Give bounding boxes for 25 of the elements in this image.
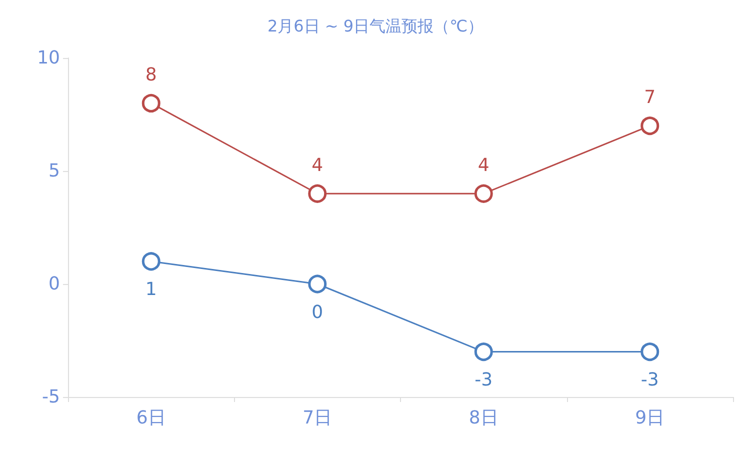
data-label: 0 [312, 302, 324, 323]
point [474, 184, 493, 203]
point [142, 94, 160, 112]
data-label: -3 [640, 370, 659, 391]
x-tick-label: 8日 [468, 408, 498, 428]
chart-title: 2月6日 ~ 9日气温预报（℃） [267, 16, 484, 36]
point [308, 274, 327, 294]
point [142, 252, 160, 271]
point [474, 342, 493, 362]
y-tick-label: 10 [37, 48, 60, 68]
point [308, 184, 327, 203]
point [640, 116, 660, 136]
y-tick-label: 5 [48, 160, 60, 182]
data-label: 1 [145, 279, 157, 300]
data-label: 4 [478, 154, 490, 176]
y-tick-label: -5 [42, 386, 60, 408]
x-tick-label: 6日 [136, 408, 166, 428]
data-label: 4 [312, 154, 324, 176]
x-tick-label: 9日 [635, 408, 665, 428]
x-tick-label: 7日 [302, 408, 332, 428]
point [640, 342, 660, 362]
data-label: 7 [644, 87, 656, 108]
y-tick-label: 0 [48, 274, 60, 294]
data-label: -3 [474, 370, 493, 391]
data-label: 8 [145, 64, 157, 86]
